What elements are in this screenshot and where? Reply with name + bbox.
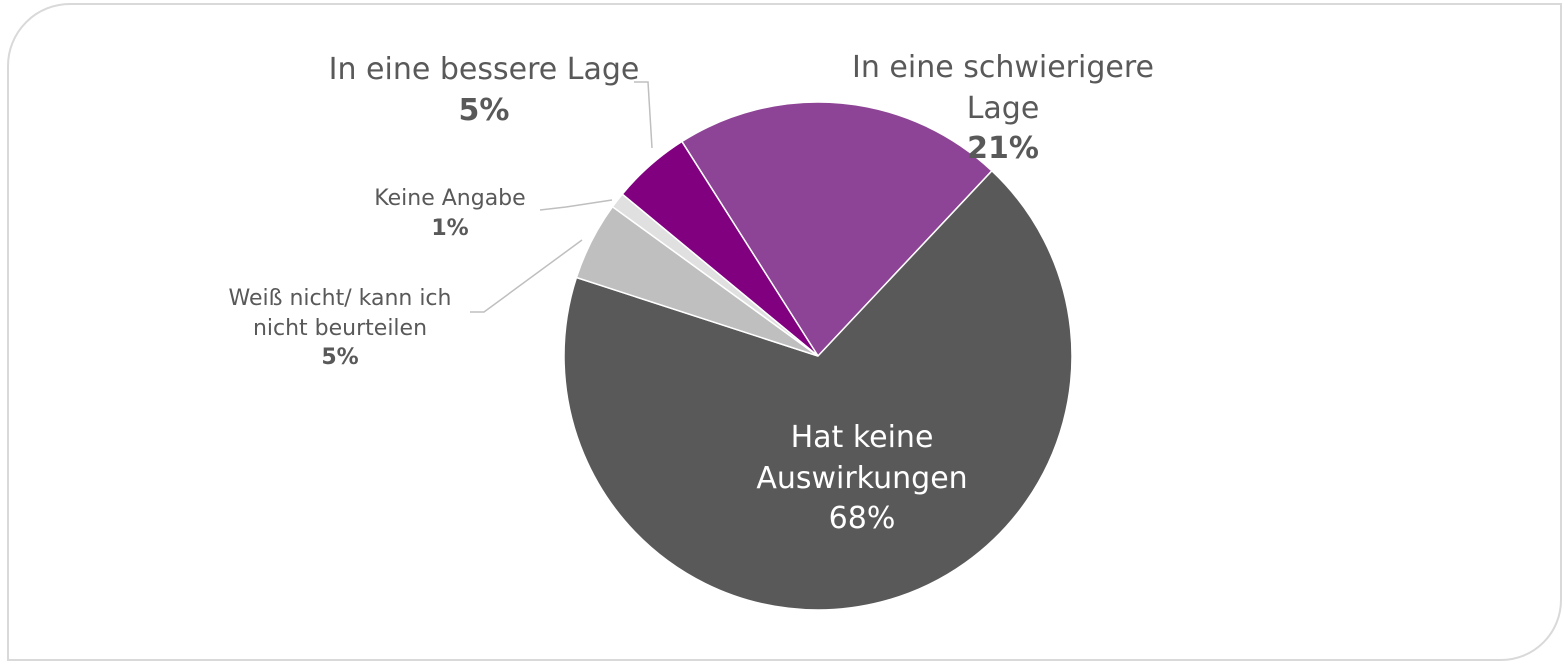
leader-line (539, 199, 613, 211)
value-label: 1% (431, 215, 469, 241)
slice-label: Keine Angabe 1% (360, 184, 540, 243)
slice-label: In eine schwierigere Lage 21% (843, 48, 1163, 170)
value-label: 5% (321, 345, 359, 371)
leader-line (470, 239, 583, 313)
category-label: Keine Angabe (374, 186, 526, 211)
category-label: Weiß nicht/ kann ich nicht beurteilen (228, 286, 452, 341)
frame (7, 3, 1562, 661)
value-label: 21% (967, 131, 1039, 166)
pie-slice (621, 140, 819, 357)
value-label: 68% (828, 501, 896, 536)
category-label: Hat keine Auswirkungen (756, 420, 968, 496)
category-label: In eine schwierigere Lage (852, 50, 1154, 126)
pie-slice (680, 101, 993, 358)
slice-label: Weiß nicht/ kann ich nicht beurteilen 5% (205, 284, 475, 373)
value-label: 5% (458, 92, 510, 128)
pie-slice (563, 169, 1073, 611)
category-label: In eine bessere Lage (328, 52, 640, 87)
leader-line (634, 81, 653, 149)
slice-label: In eine bessere Lage 5% (324, 50, 644, 131)
slice-label: Hat keine Auswirkungen 68% (712, 418, 1012, 540)
